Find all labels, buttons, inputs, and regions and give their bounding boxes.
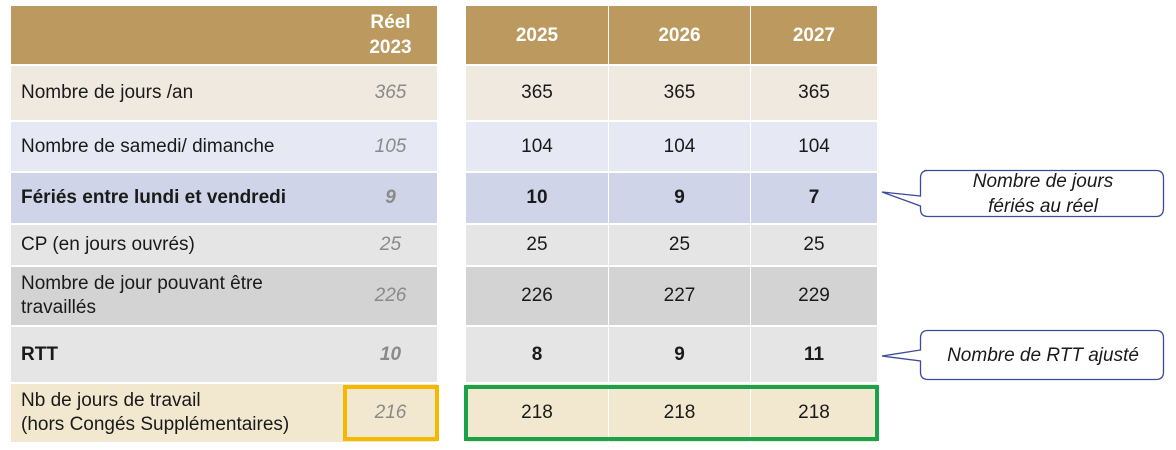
row-label-feries: Fériés entre lundi et vendredi <box>11 173 344 223</box>
row-value-feries-2026: 9 <box>609 173 750 223</box>
row-label-jours-travail-line2: (hors Congés Supplémentaires) <box>21 414 290 435</box>
row-value-cp-2027: 25 <box>751 225 877 265</box>
row-value-jours-travail-2026: 218 <box>609 384 750 442</box>
header-year-2025: 2025 <box>466 6 608 64</box>
row-ref-samedi-dimanche: 105 <box>344 122 437 171</box>
row-value-rtt-2026: 9 <box>609 327 750 382</box>
row-value-jours-travail-2025: 218 <box>466 384 608 442</box>
highlight-years-box <box>464 385 879 441</box>
row-ref-cp: 25 <box>344 225 437 265</box>
row-value-jours-travailles-2025: 226 <box>466 267 608 325</box>
row-value-jours-an-2027: 365 <box>751 66 877 120</box>
row-value-rtt-2027: 11 <box>751 327 877 382</box>
row-label-jours-travail: Nb de jours de travail (hors Congés Supp… <box>11 384 344 442</box>
row-label-jours-travail-line1: Nb de jours de travail <box>21 390 201 411</box>
row-value-jours-travail-2027: 218 <box>751 384 877 442</box>
header-label-cell <box>11 6 344 64</box>
row-value-feries-2027: 7 <box>751 173 877 223</box>
row-ref-jours-travailles: 226 <box>344 267 437 325</box>
row-label-samedi-dimanche: Nombre de samedi/ dimanche <box>11 122 344 171</box>
row-ref-rtt: 10 <box>344 327 437 382</box>
row-value-cp-2026: 25 <box>609 225 750 265</box>
row-value-rtt-2025: 8 <box>466 327 608 382</box>
callout-feries-line2: fériés au réel <box>988 196 1098 217</box>
row-value-jours-an-2025: 365 <box>466 66 608 120</box>
row-value-samedi-dimanche-2026: 104 <box>609 122 750 171</box>
row-ref-jours-an: 365 <box>344 66 437 120</box>
header-ref-line1: Réel <box>370 12 411 33</box>
row-value-samedi-dimanche-2027: 104 <box>751 122 877 171</box>
row-label-jours-an: Nombre de jours /an <box>11 66 344 120</box>
row-value-jours-travailles-2027: 229 <box>751 267 877 325</box>
callout-rtt-bubble <box>881 329 1165 381</box>
row-label-jours-travailles: Nombre de jour pouvant être travaillés <box>11 267 344 325</box>
header-ref-line2: 2023 <box>369 37 412 58</box>
header-year-2026: 2026 <box>609 6 750 64</box>
header-ref-year: Réel 2023 <box>344 6 437 64</box>
row-ref-feries: 9 <box>344 173 437 223</box>
row-value-jours-travailles-2026: 227 <box>609 267 750 325</box>
row-value-samedi-dimanche-2025: 104 <box>466 122 608 171</box>
row-value-feries-2025: 10 <box>466 173 608 223</box>
row-label-cp: CP (en jours ouvrés) <box>11 225 344 265</box>
header-year-2027: 2027 <box>751 6 877 64</box>
row-ref-jours-travail: 216 <box>344 384 437 442</box>
row-value-jours-an-2026: 365 <box>609 66 750 120</box>
callout-feries-line1: Nombre de jours <box>972 171 1114 192</box>
row-label-rtt: RTT <box>11 327 344 382</box>
row-value-cp-2025: 25 <box>466 225 608 265</box>
row-label-jours-travailles-line2: travaillés <box>21 297 96 318</box>
callout-rtt-text: Nombre de RTT ajusté <box>947 345 1139 366</box>
callout-feries-bubble <box>881 169 1165 218</box>
highlight-ref-box <box>343 385 439 441</box>
callout-feries-text: Nombre de jours fériés au réel <box>924 169 1162 219</box>
row-label-jours-travailles-line1: Nombre de jour pouvant être <box>21 273 263 294</box>
